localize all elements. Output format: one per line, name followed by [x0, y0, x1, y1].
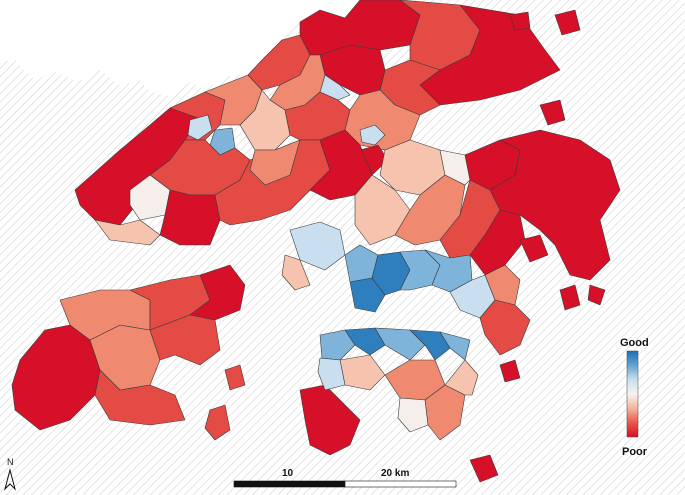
district-island-se-1	[499, 359, 521, 383]
district-hki-south-light	[317, 357, 346, 391]
district-nt-sai-kung-east	[489, 129, 621, 281]
district-nt-shatin-neutral	[439, 149, 471, 186]
district-island-ne-2	[554, 9, 581, 36]
district-hki-central-west	[319, 329, 356, 361]
scale-label-10: 10	[282, 468, 294, 479]
legend-top-label: Good	[620, 337, 649, 349]
district-hki-wan-chai	[344, 327, 386, 356]
district-kln-tseung-kwan-o	[479, 299, 531, 356]
district-island-ne-3	[509, 11, 531, 31]
scale-label-20km: 20 km	[381, 468, 409, 479]
scale-bar-segment-2	[344, 480, 457, 488]
district-lantau-south	[94, 369, 186, 426]
district-nt-tuen-mun-light	[94, 219, 161, 246]
legend: Good Poor	[620, 337, 649, 458]
north-arrow-icon	[4, 468, 16, 491]
district-cheung-chau	[204, 404, 231, 441]
district-nt-north-east	[419, 4, 561, 106]
north-arrow-label: N	[7, 457, 14, 467]
district-hki-repulse-neutral	[397, 397, 429, 433]
district-island-se-2	[469, 454, 499, 483]
district-polygons	[11, 0, 621, 483]
district-kln-kwun-tong-east	[484, 264, 521, 306]
mainland-area	[0, 0, 360, 96]
district-kln-west-light	[281, 254, 311, 291]
scale-bar-segment-1	[233, 480, 346, 488]
district-island-e-2	[559, 284, 581, 311]
legend-gradient-bar	[626, 350, 639, 438]
legend-bottom-label: Poor	[622, 446, 648, 458]
district-lantau-east	[189, 264, 246, 321]
district-nt-sha-tin-north	[359, 124, 386, 146]
district-hki-eastern	[374, 327, 426, 361]
district-island-e-1	[519, 234, 549, 263]
north-arrow: N	[4, 457, 16, 491]
district-island-ne-1	[539, 99, 566, 126]
district-nt-tin-shui-wai-blue	[187, 114, 213, 141]
district-nt-tuen-mun-town	[159, 189, 221, 246]
district-lantau-disney	[149, 314, 221, 366]
district-lamma-island	[299, 384, 361, 456]
district-nt-tsuen-wan-east	[249, 139, 301, 186]
district-hki-north-point	[409, 329, 451, 361]
district-hki-shek-o	[444, 359, 479, 396]
scale-bar: 10 20 km	[233, 468, 457, 488]
district-kln-mong-kok	[349, 277, 386, 313]
district-island-e-3	[587, 284, 606, 306]
district-peng-chau	[224, 364, 246, 391]
